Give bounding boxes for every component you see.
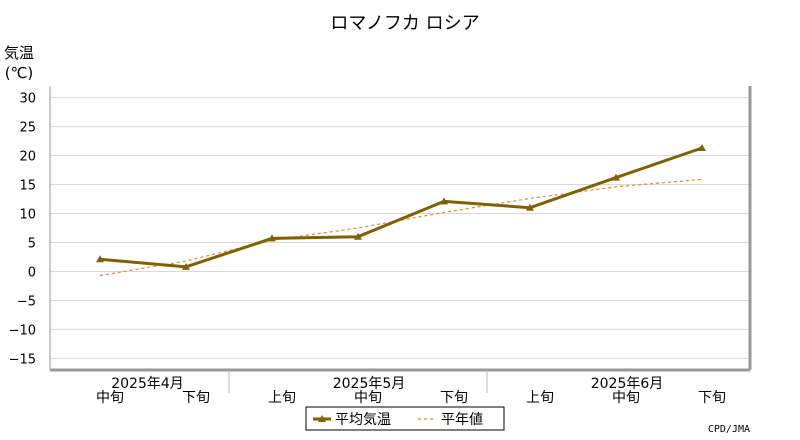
- y-tick-label: −10: [9, 323, 36, 338]
- x-tick-label: 上旬: [268, 390, 296, 406]
- legend: 平均気温 平年値: [305, 406, 505, 431]
- data-point-average: [96, 255, 104, 263]
- legend-label-series-0: 平均気温: [335, 412, 391, 428]
- y-tick-label: 10: [19, 208, 36, 223]
- y-axis-label: 気温: [4, 44, 34, 62]
- plot-area: [50, 86, 750, 370]
- legend-marker-series-0: [318, 415, 326, 422]
- source-credit: CPD/JMA: [708, 424, 750, 435]
- x-tick-label: 中旬: [96, 390, 124, 406]
- data-point-average: [268, 234, 276, 242]
- y-tick-label: 30: [19, 92, 36, 107]
- x-month-label: 2025年6月: [591, 376, 664, 392]
- data-point-average: [698, 144, 706, 152]
- y-tick-label: 25: [19, 121, 36, 136]
- data-point-average: [526, 203, 534, 211]
- data-point-average: [440, 197, 448, 205]
- x-tick-label: 下旬: [440, 390, 468, 406]
- y-tick-label: 20: [19, 150, 36, 165]
- y-tick-label: 15: [19, 179, 36, 194]
- data-point-average: [354, 232, 362, 240]
- chart-title: ロマノフカ ロシア: [330, 13, 479, 34]
- x-tick-label: 下旬: [698, 390, 726, 406]
- x-tick-label: 中旬: [354, 390, 382, 406]
- series-line-average: [99, 146, 703, 269]
- x-month-label: 2025年5月: [333, 376, 406, 392]
- data-point-average: [182, 262, 190, 270]
- y-tick-label: 0: [28, 265, 36, 280]
- x-tick-label: 上旬: [526, 390, 554, 406]
- x-month-label: 2025年4月: [111, 376, 184, 392]
- x-tick-label: 下旬: [182, 390, 210, 406]
- y-axis-unit: (℃): [5, 64, 34, 82]
- data-point-average: [612, 173, 620, 181]
- x-tick-label: 中旬: [612, 390, 640, 406]
- y-tick-label: 5: [28, 236, 36, 251]
- y-tick-label: −15: [9, 352, 36, 367]
- y-tick-label: −5: [17, 294, 36, 309]
- legend-box: [305, 406, 505, 431]
- legend-label-series-1: 平年値: [441, 412, 483, 428]
